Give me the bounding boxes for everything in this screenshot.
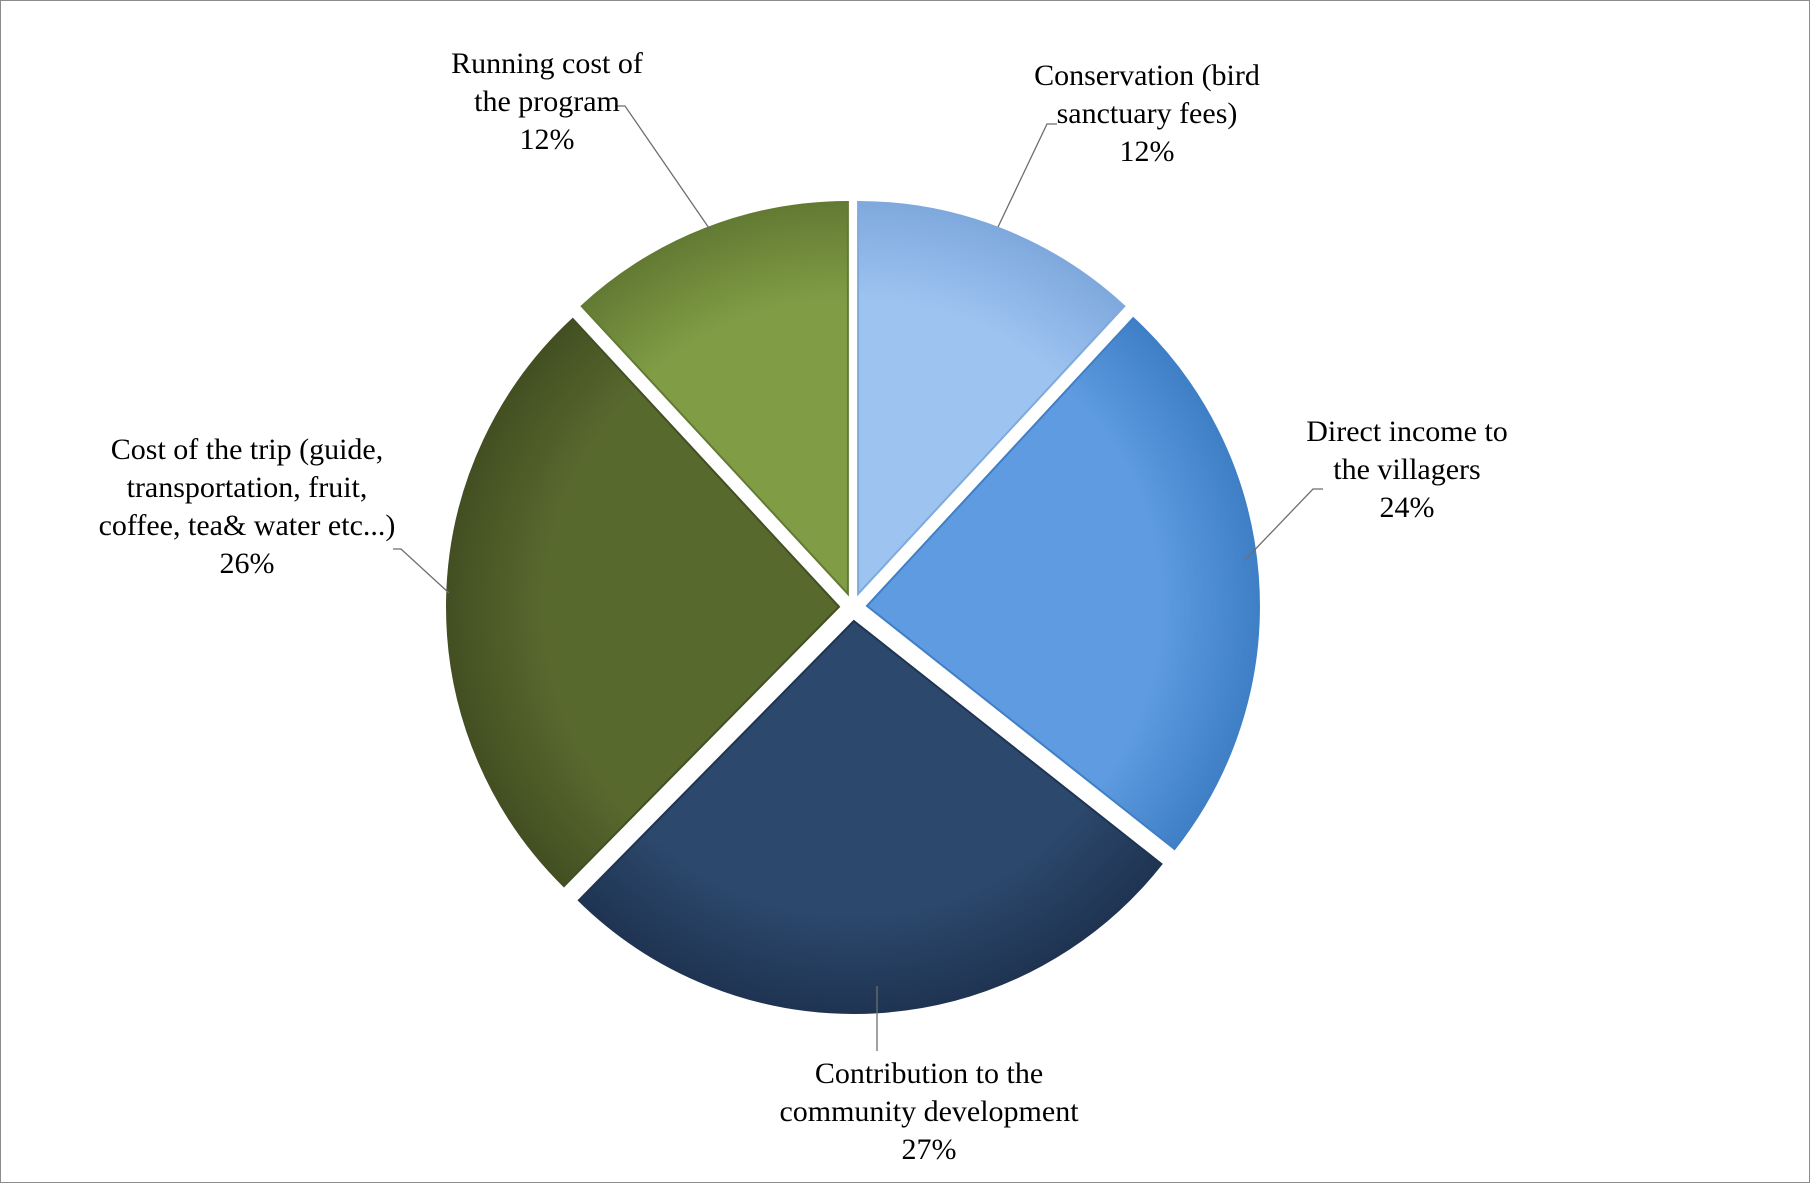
- category-label-line: Conservation (bird: [1034, 59, 1260, 92]
- data-label-2: Direct income to the villagers 24%: [1306, 415, 1508, 524]
- category-label-line: coffee, tea& water etc...): [99, 509, 396, 542]
- category-label-line: community development: [779, 1095, 1079, 1128]
- value-label: 24%: [1380, 491, 1435, 524]
- category-label-line: sanctuary fees): [1057, 97, 1238, 130]
- data-label-4: Cost of the trip (guide, transportation, …: [99, 433, 396, 580]
- pie-slice-3: [577, 619, 1163, 1014]
- data-labels: Conservation (bird sanctuary fees) 12% Dire…: [99, 47, 1508, 1166]
- category-label-line: Contribution to the: [815, 1057, 1043, 1090]
- category-label-line: transportation, fruit,: [127, 471, 368, 504]
- value-label: 12%: [520, 123, 575, 156]
- value-label: 12%: [1120, 135, 1175, 168]
- category-label-line: the villagers: [1333, 453, 1480, 486]
- leader-line-1: [997, 123, 1057, 228]
- leader-line-5: [615, 105, 712, 232]
- category-label-line: Cost of the trip (guide,: [111, 433, 383, 466]
- pie-slices: [446, 200, 1260, 1014]
- pie-slice-5: [580, 200, 849, 597]
- value-label: 26%: [220, 547, 275, 580]
- pie-slice-2: [865, 316, 1260, 851]
- pie-slice-1: [857, 200, 1126, 597]
- leader-lines: [393, 105, 1323, 1051]
- category-label-line: the program: [474, 85, 620, 118]
- value-label: 27%: [902, 1133, 957, 1166]
- leader-line-4: [393, 548, 450, 594]
- data-label-3: Contribution to the community development…: [779, 1057, 1079, 1166]
- data-label-1: Conservation (bird sanctuary fees) 12%: [1034, 59, 1260, 168]
- category-label-line: Direct income to: [1306, 415, 1508, 448]
- category-label-line: Running cost of: [451, 47, 643, 80]
- leader-line-2: [1244, 488, 1323, 561]
- pie-slice-4: [446, 317, 841, 888]
- data-label-5: Running cost of the program 12%: [451, 47, 643, 156]
